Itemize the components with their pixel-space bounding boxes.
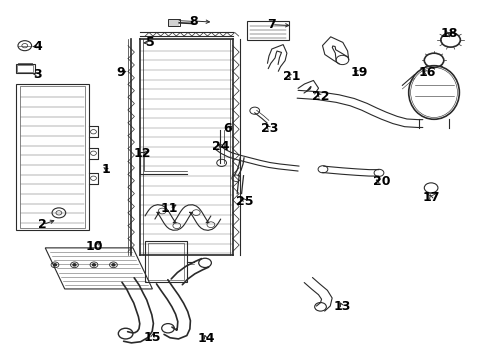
Circle shape	[73, 264, 76, 266]
Text: 2: 2	[38, 218, 47, 231]
Bar	[16, 84, 89, 230]
Text: 5: 5	[146, 36, 154, 49]
Text: 21: 21	[283, 70, 300, 83]
Text: 14: 14	[197, 333, 215, 346]
Text: 22: 22	[312, 90, 329, 103]
Text: 17: 17	[422, 192, 440, 204]
Text: 4: 4	[33, 40, 42, 53]
Text: 3: 3	[34, 68, 42, 81]
Text: 23: 23	[261, 122, 278, 135]
Bar	[168, 19, 180, 26]
Text: 6: 6	[223, 122, 232, 135]
Bar	[147, 243, 184, 280]
Text: 1: 1	[102, 163, 111, 176]
Bar	[145, 241, 187, 282]
Text: 19: 19	[351, 66, 368, 79]
Circle shape	[93, 264, 96, 266]
Text: 18: 18	[441, 27, 458, 40]
Text: 7: 7	[268, 18, 276, 31]
Text: 15: 15	[144, 331, 161, 344]
Text: 24: 24	[212, 140, 229, 153]
Text: 10: 10	[85, 240, 103, 253]
Circle shape	[53, 264, 56, 266]
Text: 16: 16	[419, 66, 437, 79]
Text: 12: 12	[134, 147, 151, 160]
Text: 13: 13	[334, 300, 351, 313]
Bar	[18, 65, 33, 72]
Text: 11: 11	[161, 202, 178, 215]
Text: 9: 9	[117, 66, 125, 79]
Text: 8: 8	[190, 14, 198, 27]
Circle shape	[112, 264, 115, 266]
Text: 25: 25	[236, 195, 254, 208]
Bar	[247, 21, 289, 40]
Text: 20: 20	[373, 175, 390, 188]
Bar	[20, 86, 85, 228]
Bar	[16, 64, 34, 73]
